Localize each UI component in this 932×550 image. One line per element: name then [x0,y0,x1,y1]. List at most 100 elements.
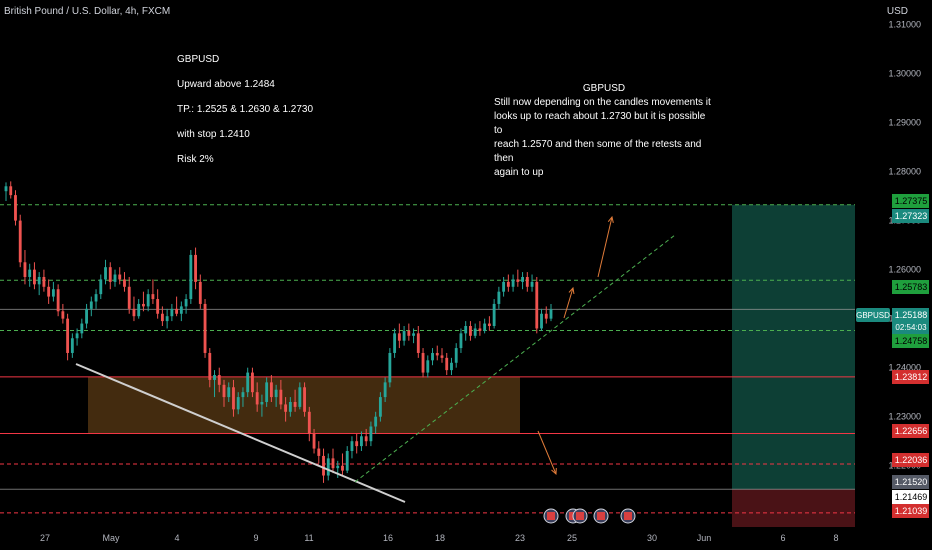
currency-label: USD [886,6,908,17]
candle-body [241,392,245,398]
candle-body [511,279,515,287]
candle-body [47,286,51,297]
candle-body [66,318,70,353]
down-arrow [537,430,557,475]
candle-body [288,401,292,412]
x-tick-label: 23 [515,533,525,543]
setup-targets: TP.: 1.2525 & 1.2630 & 1.2730 [177,104,314,115]
candle-body [260,401,264,405]
price-label: 1.22656 [895,426,928,436]
candle-body [326,458,330,476]
price-label: 1.25783 [895,282,928,292]
candle-body [151,294,155,300]
candle-body [521,276,524,282]
candle-body [322,455,325,476]
candle-body [203,303,207,353]
candle-body [502,281,506,292]
candle-body [104,267,107,280]
event-flag-icon-fill [597,512,605,520]
comment-title: GBPUSD [582,83,626,94]
candle-body [336,465,340,469]
y-tick-label: 1.26000 [888,265,921,275]
up-arrow-large-head [607,215,614,223]
candle-body [426,360,430,373]
symbol-title: British Pound / U.S. Dollar, 4h, FXCM [4,6,171,17]
x-tick-label: 18 [435,533,445,543]
symbol-tag: GBPUSD [856,311,890,320]
candle-body [274,389,278,398]
candle-body [99,279,103,295]
y-tick-label: 1.28000 [888,167,921,177]
candle-body [454,348,458,363]
candle-body [23,262,27,277]
candle-body [549,309,553,319]
candle-body [246,372,250,393]
candle-body [217,375,221,385]
symbol-tag-bg [856,308,890,322]
candle-body [42,276,46,287]
comment-line: looks up to reach about 1.2730 but it is… [494,111,706,136]
candle-body [108,267,112,282]
candle-body [284,404,288,412]
candle-body [459,333,463,349]
candle-body [137,303,141,317]
countdown-label: 02:54:03 [895,323,927,332]
candle-body [431,352,434,361]
candle-body [530,281,534,287]
candle-body [232,387,235,410]
candle-body [236,397,240,410]
x-tick-label: 11 [304,533,313,543]
candle-body [127,286,131,309]
y-tick-label: 1.31000 [888,20,921,30]
candle-body [492,303,496,327]
candle-body [402,330,406,341]
candle-body [374,416,378,427]
candle-body [416,333,420,353]
x-tick-label: 4 [174,533,179,543]
price-label-bg [892,453,929,467]
candle-body [412,333,415,336]
candle-body [478,328,482,331]
candle-body [345,451,349,471]
candle-body [312,433,316,449]
candle-body [113,274,117,282]
candle-body [56,289,60,312]
candle-body [227,387,231,398]
candle-body [369,426,373,442]
setup-stop: with stop 1.2410 [177,129,250,140]
candle-body [483,323,487,331]
candle-body [94,294,98,302]
up-arrow-small-head [568,286,575,295]
candle-body [184,299,188,307]
candle-body [440,355,444,358]
candle-body [364,436,368,442]
price-label-bg [892,370,929,384]
candle-body [132,308,136,317]
candle-body [269,382,273,398]
candle-body [298,387,302,407]
candle-body [303,387,306,412]
price-label-bg [892,280,929,294]
candle-body [506,281,510,287]
x-tick-label: 30 [647,533,657,543]
candle-body [317,448,321,456]
candle-body [179,306,183,314]
candle-body [61,311,65,319]
candle-body [293,401,297,407]
setup-risk: Risk 2% [177,154,214,165]
candle-body [198,281,202,304]
price-label-bg [892,334,929,348]
x-tick-label: 9 [253,533,258,543]
price-label-bg [892,194,929,208]
candle-body [435,352,439,356]
candle-body [160,313,164,322]
candle-body [331,458,335,469]
y-tick-label: 1.24000 [888,363,921,373]
trade-setup-note: GBPUSD Upward above 1.2484 TP.: 1.2525 &… [177,53,313,178]
candle-body [355,441,359,447]
comment-line: reach 1.2570 and then some of the retest… [494,139,702,164]
price-label-bg [892,424,929,438]
y-tick-label: 1.30000 [888,69,921,79]
price-label-bg [892,308,929,334]
